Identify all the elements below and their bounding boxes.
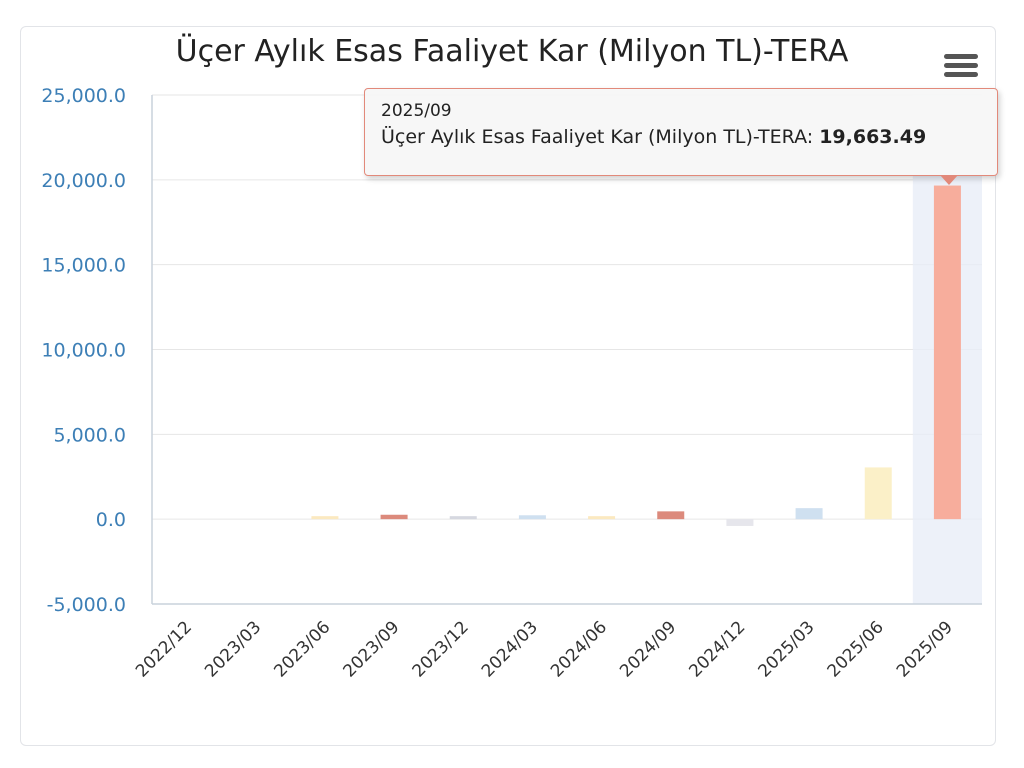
- bar-2024-12[interactable]: [726, 519, 754, 526]
- x-tick-label: 2023/03: [201, 617, 265, 681]
- bar-2024-03[interactable]: [518, 515, 546, 520]
- tooltip-series-label: Üçer Aylık Esas Faaliyet Kar (Milyon TL)…: [381, 126, 820, 148]
- bar-2023-09[interactable]: [380, 514, 408, 520]
- tooltip-value: 19,663.49: [819, 126, 927, 148]
- bars[interactable]: [311, 185, 961, 526]
- x-tick-label: 2023/12: [409, 617, 473, 681]
- y-tick-label: 15,000.0: [41, 255, 126, 277]
- bar-2025-03[interactable]: [795, 508, 823, 520]
- hamburger-menu-icon[interactable]: [944, 54, 978, 80]
- y-tick-label: -5,000.0: [47, 594, 126, 616]
- tooltip-period: 2025/09: [381, 101, 452, 121]
- menu-line-icon: [944, 54, 978, 59]
- tooltip: 2025/09 Üçer Aylık Esas Faaliyet Kar (Mi…: [364, 88, 998, 176]
- x-tick-label: 2024/03: [478, 617, 542, 681]
- tooltip-line: Üçer Aylık Esas Faaliyet Kar (Milyon TL)…: [381, 126, 981, 148]
- x-tick-label: 2024/06: [547, 617, 611, 681]
- y-axis-ticks: -5,000.0 0.0 5,000.0 10,000.0 15,000.0 20,000…: [41, 85, 126, 616]
- bar-2023-12[interactable]: [449, 516, 477, 520]
- y-tick-label: 25,000.0: [41, 85, 126, 107]
- x-tick-label: 2024/09: [616, 617, 680, 681]
- x-tick-label: 2025/06: [824, 617, 888, 681]
- bar-2025-09[interactable]: [933, 185, 961, 520]
- menu-line-icon: [944, 72, 978, 77]
- x-tick-label: 2022/12: [132, 617, 196, 681]
- x-tick-label: 2023/09: [340, 617, 404, 681]
- y-tick-label: 0.0: [96, 509, 126, 531]
- tooltip-pointer: [940, 175, 958, 185]
- x-tick-label: 2025/03: [755, 617, 819, 681]
- y-tick-label: 10,000.0: [41, 340, 126, 362]
- x-tick-label: 2025/09: [893, 617, 957, 681]
- x-axis-ticks: 2022/12 2023/03 2023/06 2023/09 2023/12 2024/…: [132, 617, 957, 681]
- x-tick-label: 2023/06: [270, 617, 334, 681]
- y-tick-label: 20,000.0: [41, 170, 126, 192]
- y-tick-label: 5,000.0: [53, 424, 126, 446]
- x-tick-label: 2024/12: [685, 617, 749, 681]
- bar-2025-06[interactable]: [864, 467, 892, 520]
- axes: [151, 95, 982, 605]
- menu-line-icon: [944, 63, 978, 68]
- bar-2023-06[interactable]: [311, 516, 339, 520]
- chart-title: Üçer Aylık Esas Faaliyet Kar (Milyon TL)…: [175, 34, 849, 69]
- bar-2024-06[interactable]: [588, 516, 616, 520]
- bar-2024-09[interactable]: [657, 511, 685, 520]
